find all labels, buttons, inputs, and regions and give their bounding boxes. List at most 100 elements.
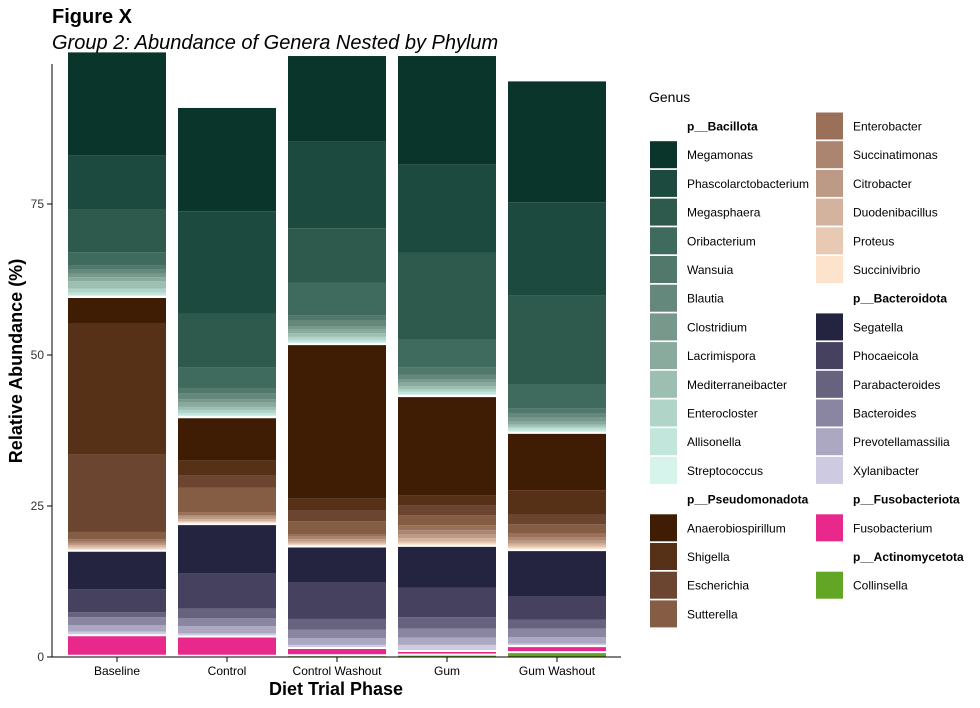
legend-phylum-p-actinomycetota: p__Actinomycetota (853, 550, 964, 564)
bar-baseline (68, 52, 166, 657)
legend-key-streptococcus (650, 456, 677, 484)
legend-label-mediterraneibacter: Mediterraneibacter (687, 378, 787, 392)
y-tick-label-75: 75 (31, 197, 45, 211)
segment-baseline-fusobacterium (68, 635, 166, 656)
segment-gum-washout-succinivibrio (508, 547, 606, 551)
segment-baseline-enterobacter (68, 539, 166, 542)
segment-gum-washout-enterobacter (508, 533, 606, 538)
segment-control-fusobacterium (178, 636, 276, 656)
legend-label-phocaeicola: Phocaeicola (853, 349, 919, 363)
segment-control-washout-sutterella (288, 521, 386, 535)
segment-gum-succinatimonas (398, 530, 496, 535)
legend-label-succinivibrio: Succinivibrio (853, 263, 921, 277)
segment-gum-washout-escherichia (508, 514, 606, 525)
segment-control-washout-allisonella (288, 339, 386, 343)
segment-control-escherichia (178, 475, 276, 488)
legend-phylum-p-bacteroidota: p__Bacteroidota (853, 292, 947, 306)
segment-gum-parabacteroides (398, 617, 496, 629)
segment-control-washout-anaerobiospirillum (288, 344, 386, 499)
segment-gum-washout-bacteroides (508, 628, 606, 638)
segment-control-phascolarctobacterium (178, 211, 276, 314)
segment-gum-succinivibrio (398, 543, 496, 546)
segment-control-wansuia (178, 388, 276, 394)
segment-control-washout-xylanibacter (288, 644, 386, 648)
segment-control-bacteroides (178, 618, 276, 627)
segment-gum-segatella (398, 545, 496, 588)
legend-label-clostridium: Clostridium (687, 320, 747, 334)
legend-label-enterocloster: Enterocloster (687, 407, 758, 421)
segment-baseline-sutterella (68, 531, 166, 540)
legend-key-fusobacterium (816, 514, 843, 542)
x-axis-label: Diet Trial Phase (269, 679, 403, 699)
legend-label-anaerobiospirillum: Anaerobiospirillum (687, 521, 786, 535)
legend-key-xylanibacter (816, 456, 843, 484)
segment-gum-sutterella (398, 515, 496, 526)
segment-control-washout-blautia (288, 320, 386, 327)
legend-key-phascolarctobacterium (650, 169, 677, 197)
segment-gum-washout-xylanibacter (508, 643, 606, 647)
segment-gum-washout-phocaeicola (508, 595, 606, 620)
segment-baseline-escherichia (68, 454, 166, 532)
legend-label-citrobacter: Citrobacter (853, 177, 912, 191)
segment-gum-washout-blautia (508, 413, 606, 418)
x-tick-label-control: Control (208, 664, 247, 678)
legend-label-parabacteroides: Parabacteroides (853, 378, 940, 392)
legend-key-megasphaera (650, 198, 677, 226)
segment-control-sutterella (178, 487, 276, 513)
segment-control-washout-citrobacter (288, 539, 386, 542)
segment-gum-blautia (398, 374, 496, 380)
legend-key-phocaeicola (816, 342, 843, 370)
segment-control-lacrimispora (178, 402, 276, 407)
segment-gum-megamonas (398, 56, 496, 165)
segment-gum-washout-megamonas (508, 81, 606, 203)
segment-baseline-megamonas (68, 52, 166, 156)
legend-label-megamonas: Megamonas (687, 148, 753, 162)
segment-control-duodenibacillus (178, 519, 276, 522)
bar-control (178, 107, 276, 657)
legend: Genus p__Bacillota Megamonas Phascolarctob… (649, 89, 964, 628)
segment-control-washout-escherichia (288, 510, 386, 522)
segment-baseline-parabacteroides (68, 612, 166, 618)
segment-control-washout-duodenibacillus (288, 541, 386, 544)
segment-control-prevotellamassilia (178, 626, 276, 634)
segment-gum-washout-fusobacterium (508, 646, 606, 653)
legend-phylum-p-pseudomonadota: p__Pseudomonadota (687, 493, 809, 507)
legend-label-enterobacter: Enterobacter (853, 120, 922, 134)
legend-label-wansuia: Wansuia (687, 263, 734, 277)
segment-gum-washout-citrobacter (508, 540, 606, 544)
legend-key-succinatimonas (816, 141, 843, 169)
segment-baseline-clostridium (68, 273, 166, 278)
legend-key-parabacteroides (816, 370, 843, 398)
segment-control-washout-shigella (288, 498, 386, 511)
segment-gum-washout-lacrimispora (508, 421, 606, 425)
segment-gum-allisonella (398, 391, 496, 395)
segment-gum-proteus (398, 541, 496, 544)
segment-gum-washout-parabacteroides (508, 619, 606, 629)
legend-label-shigella: Shigella (687, 550, 730, 564)
legend-key-enterobacter (816, 112, 843, 140)
segment-control-segatella (178, 524, 276, 574)
segment-control-megamonas (178, 107, 276, 212)
legend-label-segatella: Segatella (853, 320, 903, 334)
segment-baseline-shigella (68, 322, 166, 455)
segment-gum-enterocloster (398, 389, 496, 392)
segment-control-washout-clostridium (288, 326, 386, 330)
legend-key-clostridium (650, 313, 677, 341)
legend-label-blautia: Blautia (687, 292, 724, 306)
legend-label-bacteroides: Bacteroides (853, 407, 916, 421)
segment-control-shigella (178, 460, 276, 476)
segment-gum-fusobacterium (398, 650, 496, 655)
segment-control-washout-mediterraneibacter (288, 333, 386, 337)
legend-key-citrobacter (816, 169, 843, 197)
y-tick-label-25: 25 (31, 499, 45, 513)
segment-control-washout-enterocloster (288, 336, 386, 340)
segment-gum-shigella (398, 495, 496, 506)
segment-baseline-xylanibacter (68, 631, 166, 636)
segment-control-washout-parabacteroides (288, 618, 386, 630)
segment-baseline-megasphaera (68, 209, 166, 253)
segment-baseline-citrobacter (68, 543, 166, 546)
bar-gum (398, 56, 496, 657)
segment-baseline-phocaeicola (68, 589, 166, 613)
segment-gum-escherichia (398, 505, 496, 516)
legend-label-duodenibacillus: Duodenibacillus (853, 206, 938, 220)
